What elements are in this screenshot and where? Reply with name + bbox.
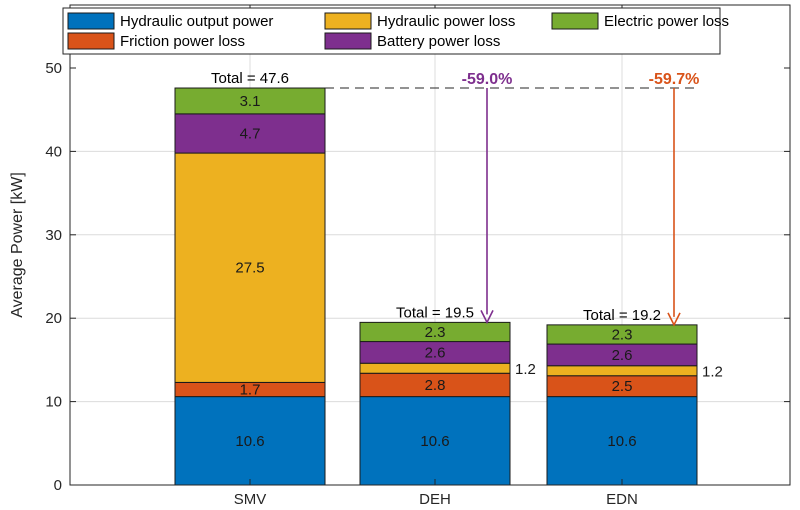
x-tick-label-deh: DEH	[419, 491, 451, 508]
segment-label: 2.6	[612, 347, 633, 364]
bars-group: 10.6 1.7 27.5 4.7 3.1 Total = 47.6 10.6 2.8 1.2 2…	[174, 70, 723, 486]
segment-label: 10.6	[235, 433, 264, 450]
y-tick-label: 40	[45, 143, 62, 160]
segment-label: 1.2	[515, 361, 536, 378]
y-tick-label: 30	[45, 227, 62, 244]
segment-label: 27.5	[235, 260, 264, 277]
legend-swatch-hydraulic-power-loss	[324, 12, 372, 30]
y-axis: 0 10 20 30 40 50	[45, 60, 790, 494]
bar-edn-hydraulic-power-loss	[546, 365, 698, 377]
legend-swatch-electric-power-loss	[551, 12, 599, 30]
segment-label: 2.8	[425, 377, 446, 394]
y-tick-label: 0	[54, 477, 62, 494]
legend-box	[62, 7, 721, 55]
bar-deh-hydraulic-output-power	[359, 396, 511, 486]
legend: Hydraulic output power Hydraulic power lo…	[62, 7, 729, 55]
reduction-label-1: -59.7%	[649, 71, 700, 88]
segment-label: 10.6	[420, 433, 449, 450]
annotations-group: -59.0% -59.7%	[325, 71, 700, 327]
y-tick-label: 10	[45, 394, 62, 411]
segment-label: 1.7	[240, 382, 261, 399]
segment-label: 1.2	[702, 364, 723, 381]
legend-label-hydraulic-output-power: Hydraulic output power	[120, 13, 273, 30]
bar-deh-electric-power-loss	[359, 321, 511, 343]
segment-label: 3.1	[240, 93, 261, 110]
segment-label: 4.7	[240, 125, 261, 142]
legend-label-friction-power-loss: Friction power loss	[120, 33, 245, 50]
segment-label: 2.5	[612, 378, 633, 395]
legend-swatch-friction-power-loss	[67, 32, 115, 50]
bar-smv-electric-power-loss	[174, 87, 326, 115]
segment-label: 2.6	[425, 344, 446, 361]
legend-label-battery-power-loss: Battery power loss	[377, 33, 500, 50]
reduction-arrow-head-0	[480, 310, 494, 325]
x-tick-label-smv: SMV	[234, 491, 267, 508]
legend-label-electric-power-loss: Electric power loss	[604, 13, 729, 30]
bar-deh-hydraulic-power-loss	[359, 362, 511, 374]
bar-edn-electric-power-loss	[546, 324, 698, 345]
y-tick-label: 20	[45, 310, 62, 327]
legend-label-hydraulic-power-loss: Hydraulic power loss	[377, 13, 515, 30]
x-tick-label-edn: EDN	[606, 491, 638, 508]
bar-edn-hydraulic-output-power	[546, 396, 698, 486]
legend-swatch-battery-power-loss	[324, 32, 372, 50]
plot-frame	[69, 4, 791, 486]
segment-label: 10.6	[607, 433, 636, 450]
reduction-arrow-head-1	[667, 312, 681, 327]
legend-swatch-hydraulic-output-power	[67, 12, 115, 30]
x-axis: SMV DEH EDN	[234, 5, 638, 508]
total-label-edn: Total = 19.2	[583, 307, 661, 324]
y-axis-label: Average Power [kW]	[9, 172, 26, 318]
segment-label: 2.3	[612, 326, 633, 343]
y-tick-label: 50	[45, 60, 62, 77]
total-label-deh: Total = 19.5	[396, 304, 474, 321]
total-label-smv: Total = 47.6	[211, 70, 289, 87]
segment-label: 2.3	[425, 324, 446, 341]
reduction-label-0: -59.0%	[462, 71, 513, 88]
